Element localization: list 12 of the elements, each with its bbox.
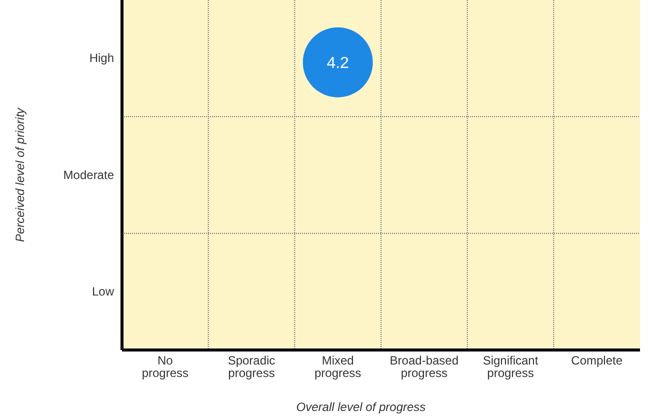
x-tick-label: Significant progress <box>482 354 539 380</box>
x-axis-title: Overall level of progress <box>296 400 426 414</box>
data-label: 4.2 <box>326 54 350 72</box>
y-tick-label: Low <box>92 284 114 299</box>
x-tick-label: No progress <box>142 354 189 380</box>
x-tick-label: Complete <box>571 354 623 368</box>
x-tick-label: Sporadic progress <box>228 354 276 380</box>
y-tick-label: Moderate <box>63 168 114 182</box>
x-tick-label: Mixed progress <box>314 354 362 380</box>
y-tick-label: High <box>89 51 114 66</box>
x-tick-label: Broad-based progress <box>390 354 459 380</box>
y-axis-title: Perceived level of priority <box>13 106 27 242</box>
